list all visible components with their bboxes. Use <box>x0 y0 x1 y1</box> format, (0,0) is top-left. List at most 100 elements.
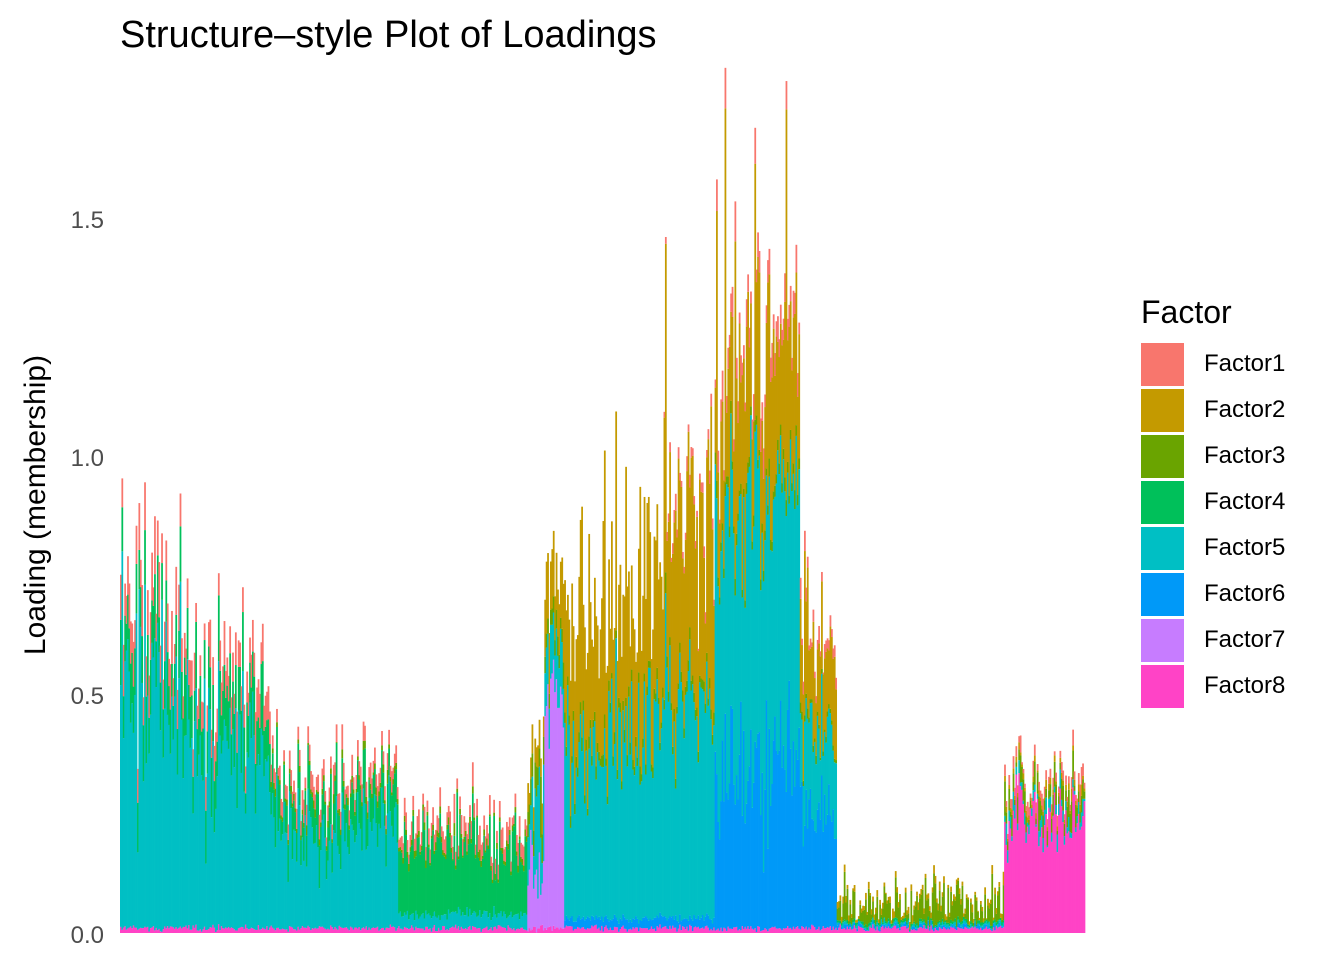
bar-segment-factor5 <box>667 701 670 919</box>
bar-segment-factor3 <box>507 843 510 850</box>
bar-segment-factor5 <box>835 763 838 840</box>
bar-segment-factor5 <box>521 916 524 928</box>
bar-segment-factor4 <box>190 695 193 739</box>
bar-segment-factor5 <box>1041 815 1043 828</box>
bar-segment-factor6 <box>618 923 620 932</box>
bar-segment-factor3 <box>850 917 853 925</box>
bar-segment-factor3 <box>848 921 850 924</box>
bar-segment-factor8 <box>395 930 398 933</box>
bar-segment-factor5 <box>193 721 196 928</box>
bar-segment-factor4 <box>484 852 487 912</box>
legend-item-factor7: Factor7 <box>1141 617 1285 663</box>
bar-segment-factor6 <box>574 921 576 929</box>
bar-segment-factor5 <box>581 751 583 919</box>
bar-segment-factor8 <box>777 928 779 933</box>
bar-segment-factor2 <box>758 272 761 450</box>
bar-segment-factor3 <box>623 730 626 743</box>
bar-segment-factor5 <box>660 728 663 916</box>
bar-segment-factor3 <box>551 608 554 625</box>
bar-segment-factor8 <box>653 928 656 933</box>
bar-segment-factor8 <box>737 930 740 933</box>
bar-segment-factor3 <box>338 808 341 816</box>
bar-segment-factor8 <box>669 925 671 933</box>
bar-segment-factor4 <box>865 924 867 928</box>
bar-segment-factor3 <box>477 851 480 858</box>
bar-segment-factor5 <box>182 778 185 927</box>
bar-segment-factor5 <box>761 532 764 773</box>
bar-segment-factor3 <box>1046 830 1049 846</box>
bar-segment-factor2 <box>1062 780 1065 786</box>
bar-segment-factor2 <box>1036 770 1039 773</box>
bar-segment-factor6 <box>962 923 965 929</box>
bar-segment-factor3 <box>693 692 696 703</box>
bar-segment-factor3 <box>488 814 491 817</box>
bar-segment-factor6 <box>728 783 731 929</box>
bar-segment-factor5 <box>822 755 825 832</box>
bar-segment-factor4 <box>314 817 317 843</box>
bar-segment-factor5 <box>689 639 691 916</box>
bar-segment-factor8 <box>230 927 233 933</box>
bar-segment-factor1 <box>349 779 352 794</box>
bar-segment-factor3 <box>271 748 274 754</box>
bar-segment-factor3 <box>361 802 364 807</box>
bar-segment-factor3 <box>981 911 984 923</box>
bar-segment-factor2 <box>883 882 886 887</box>
bar-segment-factor1 <box>757 232 759 257</box>
bar-segment-factor2 <box>667 521 670 692</box>
bar-segment-factor8 <box>196 930 199 933</box>
bar-segment-factor5 <box>762 581 765 873</box>
bar-segment-factor5 <box>813 741 816 831</box>
bar-segment-factor3 <box>872 901 874 918</box>
bar-segment-factor2 <box>988 902 991 909</box>
bar-segment-factor2 <box>662 609 664 688</box>
bar-segment-factor2 <box>674 510 677 779</box>
bar-segment-factor1 <box>449 811 452 833</box>
bar-segment-factor3 <box>710 709 713 720</box>
bar-segment-factor2 <box>927 893 930 899</box>
bar-segment-factor2 <box>711 529 714 735</box>
bar-segment-factor8 <box>443 926 446 933</box>
bar-segment-factor8 <box>842 928 845 933</box>
bar-segment-factor8 <box>640 928 643 933</box>
bar-segment-factor6 <box>821 775 823 930</box>
bar-segment-factor1 <box>246 671 249 703</box>
bar-segment-factor8 <box>452 926 454 933</box>
bar-segment-factor1 <box>408 854 410 864</box>
bar-segment-factor1 <box>680 480 683 487</box>
bar-segment-factor6 <box>679 914 681 925</box>
bar-segment-factor5 <box>708 688 711 920</box>
bar-segment-factor3 <box>718 597 721 605</box>
bar-segment-factor5 <box>139 626 142 928</box>
bar-segment-factor5 <box>798 469 801 728</box>
bar-segment-factor4 <box>233 713 236 768</box>
bar-segment-factor4 <box>972 925 975 927</box>
bar-segment-factor6 <box>581 918 583 928</box>
bar-segment-factor1 <box>1079 784 1082 805</box>
bar-segment-factor5 <box>422 913 425 929</box>
bar-segment-factor8 <box>439 930 442 933</box>
bar-segment-factor3 <box>362 740 365 750</box>
bar-segment-factor6 <box>778 750 781 929</box>
bar-segment-factor2 <box>714 387 717 453</box>
bar-segment-factor8 <box>440 929 443 933</box>
bar-segment-factor2 <box>947 884 950 889</box>
bar-segment-factor4 <box>165 580 168 622</box>
bar-segment-factor2 <box>612 639 615 757</box>
bar-segment-factor4 <box>278 784 281 819</box>
bar-segment-factor6 <box>649 918 652 929</box>
bar-segment-factor3 <box>928 910 931 925</box>
bar-segment-factor3 <box>284 798 287 802</box>
bar-segment-factor4 <box>361 806 364 851</box>
bar-segment-factor1 <box>687 424 690 432</box>
bar-segment-factor8 <box>985 926 988 933</box>
bar-segment-factor5 <box>733 533 735 785</box>
bar-segment-factor8 <box>121 929 124 933</box>
bar-segment-factor2 <box>650 659 653 765</box>
bar-segment-factor1 <box>1076 798 1079 806</box>
bar-segment-factor4 <box>444 859 447 915</box>
bar-segment-factor8 <box>537 928 539 933</box>
bar-segment-factor5 <box>171 696 173 927</box>
bar-segment-factor3 <box>378 791 381 796</box>
bar-segment-factor8 <box>767 931 769 933</box>
bar-segment-factor5 <box>183 735 186 928</box>
